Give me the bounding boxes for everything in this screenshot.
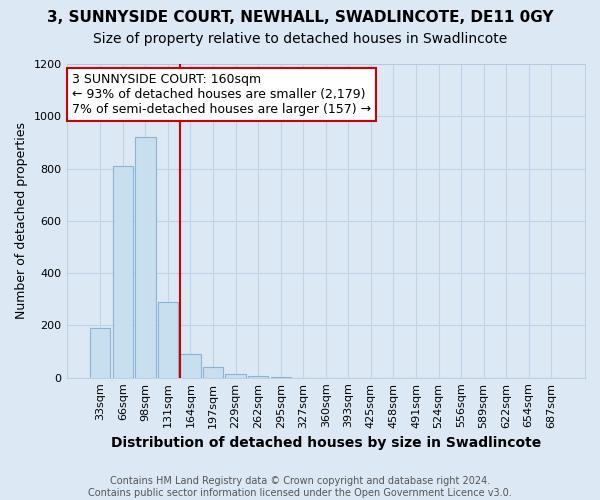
Bar <box>271 377 291 378</box>
Bar <box>158 302 178 378</box>
Bar <box>113 166 133 378</box>
Bar <box>248 376 268 378</box>
Bar <box>226 374 246 378</box>
Bar <box>203 367 223 378</box>
Y-axis label: Number of detached properties: Number of detached properties <box>15 122 28 320</box>
X-axis label: Distribution of detached houses by size in Swadlincote: Distribution of detached houses by size … <box>110 436 541 450</box>
Text: 3, SUNNYSIDE COURT, NEWHALL, SWADLINCOTE, DE11 0GY: 3, SUNNYSIDE COURT, NEWHALL, SWADLINCOTE… <box>47 10 553 25</box>
Bar <box>135 137 155 378</box>
Text: Contains HM Land Registry data © Crown copyright and database right 2024.
Contai: Contains HM Land Registry data © Crown c… <box>88 476 512 498</box>
Text: 3 SUNNYSIDE COURT: 160sqm
← 93% of detached houses are smaller (2,179)
7% of sem: 3 SUNNYSIDE COURT: 160sqm ← 93% of detac… <box>72 74 371 116</box>
Text: Size of property relative to detached houses in Swadlincote: Size of property relative to detached ho… <box>93 32 507 46</box>
Bar <box>181 354 200 378</box>
Bar <box>90 328 110 378</box>
